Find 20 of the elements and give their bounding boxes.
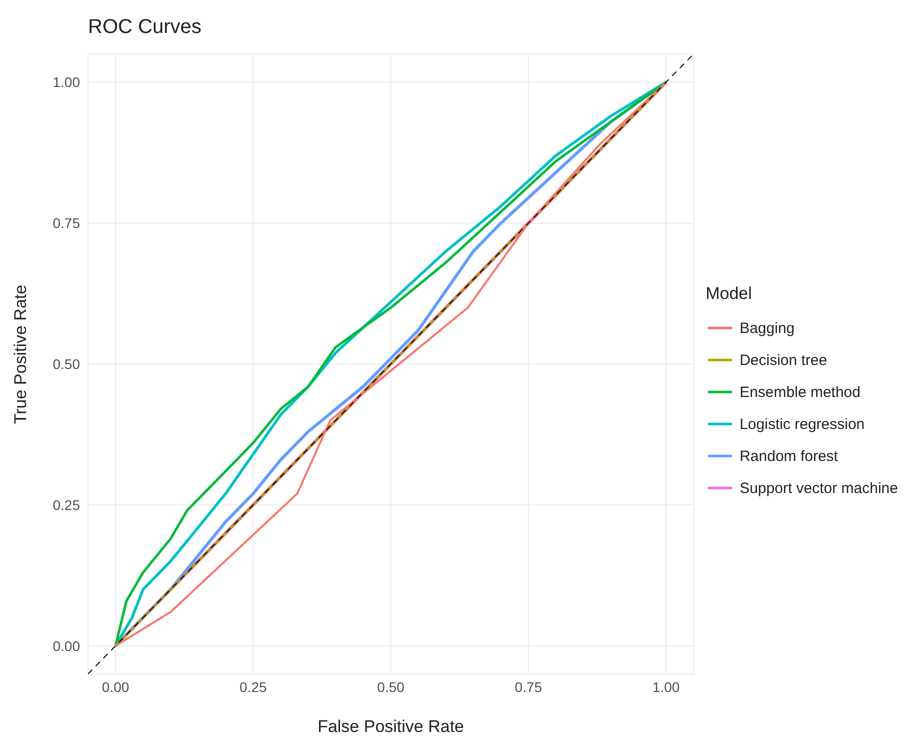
legend-label: Decision tree [738, 350, 828, 370]
y-axis-title: True Positive Rate [11, 284, 30, 424]
y-tick-label: 0.50 [52, 356, 80, 372]
legend-label: Support vector machine [738, 478, 898, 498]
y-tick-label: 0.00 [52, 638, 80, 654]
chart-title: ROC Curves [87, 15, 202, 40]
x-axis-title: False Positive Rate [318, 717, 464, 736]
legend-label: Random forest [738, 446, 839, 466]
x-tick-label: 1.00 [652, 678, 680, 695]
legend-label: Ensemble method [738, 382, 862, 402]
x-tick-label: 0.50 [377, 678, 405, 695]
legend-title: Model [706, 284, 753, 304]
legend-label: Bagging [738, 318, 796, 338]
x-tick-label: 0.75 [514, 678, 542, 695]
x-tick-label: 0.25 [240, 678, 267, 695]
y-tick-label: 1.00 [52, 74, 80, 90]
x-tick-label: 0.00 [102, 678, 130, 695]
y-tick-label: 0.75 [52, 215, 80, 232]
legend-label: Logistic regression [738, 414, 866, 434]
y-tick-label: 0.25 [52, 496, 80, 513]
